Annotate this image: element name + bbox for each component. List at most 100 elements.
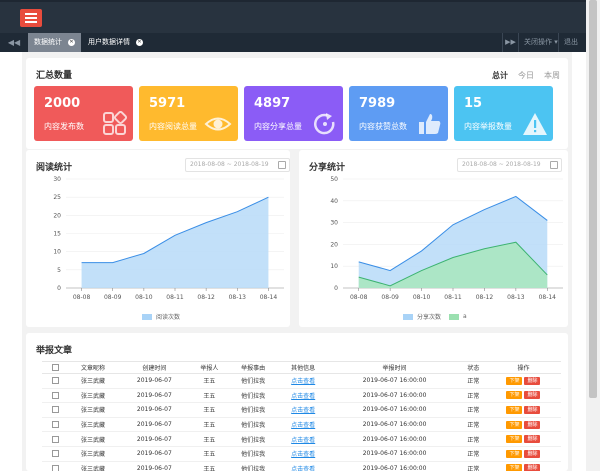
table-row: 张三武藏 2019-06-07 王五 他们拉我 点击查看 2019-06-07 16:00… [42,417,561,433]
delete-button[interactable]: 删除 [524,420,541,429]
read-date-range-picker[interactable]: 2018-08-08 ~ 2018-08-19 [185,158,290,172]
legend-swatch [142,313,152,320]
view-details-link[interactable]: 点击查看 [291,392,316,400]
view-details-link[interactable]: 点击查看 [291,407,316,415]
table-row: 张三武藏 2019-06-07 王五 他们拉我 点击查看 2019-06-07 16:00… [42,388,561,404]
close-icon[interactable]: ✕ [68,39,75,46]
delete-button[interactable]: 删除 [524,405,541,414]
row-checkbox[interactable] [51,435,59,443]
cell-status: 正常 [460,388,486,404]
delete-button[interactable]: 删除 [524,464,541,471]
grid-icon [103,111,128,135]
view-details-link[interactable]: 点击查看 [291,436,316,444]
hamburger-icon [25,17,37,19]
cell-reason: 他们拉我 [228,461,279,471]
tab-scroll-right-icon[interactable]: ▶▶ [502,33,518,52]
delete-button[interactable]: 删除 [524,391,541,400]
stat-card-reports[interactable]: 15 内容举报数量 [454,86,553,141]
report-title: 举报文章 [36,346,73,356]
period-today[interactable]: 今日 [518,71,534,80]
row-checkbox[interactable] [51,377,59,385]
cell-info: 点击查看 [278,388,329,404]
y-tick-label: 30 [330,220,338,227]
select-all-checkbox[interactable] [51,364,59,371]
stat-card-likes[interactable]: 7989 内容获赞总数 [349,86,448,141]
offline-button[interactable]: 下架 [506,464,523,471]
row-checkbox[interactable] [51,421,59,429]
cell-actions: 下架 删除 [485,461,561,471]
row-checkbox[interactable] [51,450,59,458]
col-header: 举报事由 [228,361,279,374]
delete-button[interactable]: 删除 [524,376,541,385]
row-select-cell [42,417,68,433]
read-chart-title: 阅读统计 [36,163,73,173]
cell-info: 点击查看 [278,431,329,447]
stat-value: 7989 [359,96,396,111]
main-content: 汇总数量 总计 今日 本周 2000 内容发布数 5971 内容阅读总量 [22,52,572,471]
scrollbar-thumb[interactable] [589,0,597,398]
view-details-link[interactable]: 点击查看 [291,465,316,471]
x-tick-label: 08-08 [350,294,368,301]
cell-reason: 他们拉我 [228,431,279,447]
menu-toggle-button[interactable] [20,9,42,27]
read-chart: 0 5 10 15 20 25 30 08-08 08-09 08-10 08-11 08-12 08-… [53,176,284,301]
cell-name: 张三武藏 [68,402,119,418]
cell-actions: 下架 删除 [485,431,561,447]
tab-scroll-left-icon[interactable]: ◀◀ [7,38,21,47]
cell-info: 点击查看 [278,446,329,462]
share-chart-legend: 分享次数 a [403,312,467,321]
row-checkbox[interactable] [51,391,59,399]
y-tick-label: 30 [53,176,61,183]
x-tick-label: 08-10 [135,294,153,301]
view-details-link[interactable]: 点击查看 [291,378,316,386]
cell-name: 张三武藏 [68,461,119,471]
row-select-cell [42,373,68,389]
stat-value: 4897 [254,96,291,111]
tab-user-data-detail[interactable]: 用户数据详情 ✕ [82,33,149,52]
offline-button[interactable]: 下架 [506,376,523,385]
stat-card-published[interactable]: 2000 内容发布数 [34,86,133,141]
logout-button[interactable]: 退出 [558,33,583,52]
offline-button[interactable]: 下架 [506,449,523,458]
period-total[interactable]: 总计 [492,71,508,80]
table-row: 张三武藏 2019-06-07 王五 他们拉我 点击查看 2019-06-07 16:00… [42,431,561,447]
y-tick-label: 15 [53,231,61,238]
close-icon[interactable]: ✕ [136,39,143,46]
offline-button[interactable]: 下架 [506,420,523,429]
share-icon [314,113,335,135]
col-header: 操作 [485,361,561,374]
delete-button[interactable]: 删除 [524,435,541,444]
x-tick-label: 08-13 [229,294,247,301]
page-scrollbar[interactable] [586,0,600,471]
tab-data-stats[interactable]: 数据统计 ✕ [28,33,81,52]
cell-status: 正常 [460,402,486,418]
cell-status: 正常 [460,461,486,471]
calendar-icon [278,161,286,169]
offline-button[interactable]: 下架 [506,435,523,444]
offline-button[interactable]: 下架 [506,405,523,414]
y-tick-label: 25 [53,194,61,201]
stat-label: 内容举报数量 [464,122,512,131]
close-ops-dropdown[interactable]: 关闭操作 ▾ [518,33,563,52]
stat-label: 内容获赞总数 [359,122,407,131]
table-header-row: 文章昵称 创建时间 举报人 举报事由 其他信息 举报时间 状态 操作 [42,361,561,374]
x-tick-label: 08-13 [507,294,525,301]
stat-value: 15 [464,96,483,111]
period-week[interactable]: 本周 [544,71,560,80]
top-header [0,0,586,33]
cell-name: 张三武藏 [68,431,119,447]
cell-created: 2019-06-07 [118,431,191,447]
stat-card-reads[interactable]: 5971 内容阅读总量 [139,86,238,141]
read-chart-card: 阅读统计 2018-08-08 ~ 2018-08-19 0 5 10 15 20 25 3… [26,150,290,327]
table-row: 张三武藏 2019-06-07 王五 他们拉我 点击查看 2019-06-07 16:00… [42,402,561,418]
row-select-cell [42,431,68,447]
delete-button[interactable]: 删除 [524,449,541,458]
view-details-link[interactable]: 点击查看 [291,422,316,430]
share-date-range-picker[interactable]: 2018-08-08 ~ 2018-08-19 [457,158,562,172]
row-checkbox[interactable] [51,464,59,471]
view-details-link[interactable]: 点击查看 [291,451,316,459]
offline-button[interactable]: 下架 [506,391,523,400]
y-tick-label: 10 [53,249,61,256]
stat-card-shares[interactable]: 4897 内容分享总量 [244,86,343,141]
row-checkbox[interactable] [51,406,59,414]
